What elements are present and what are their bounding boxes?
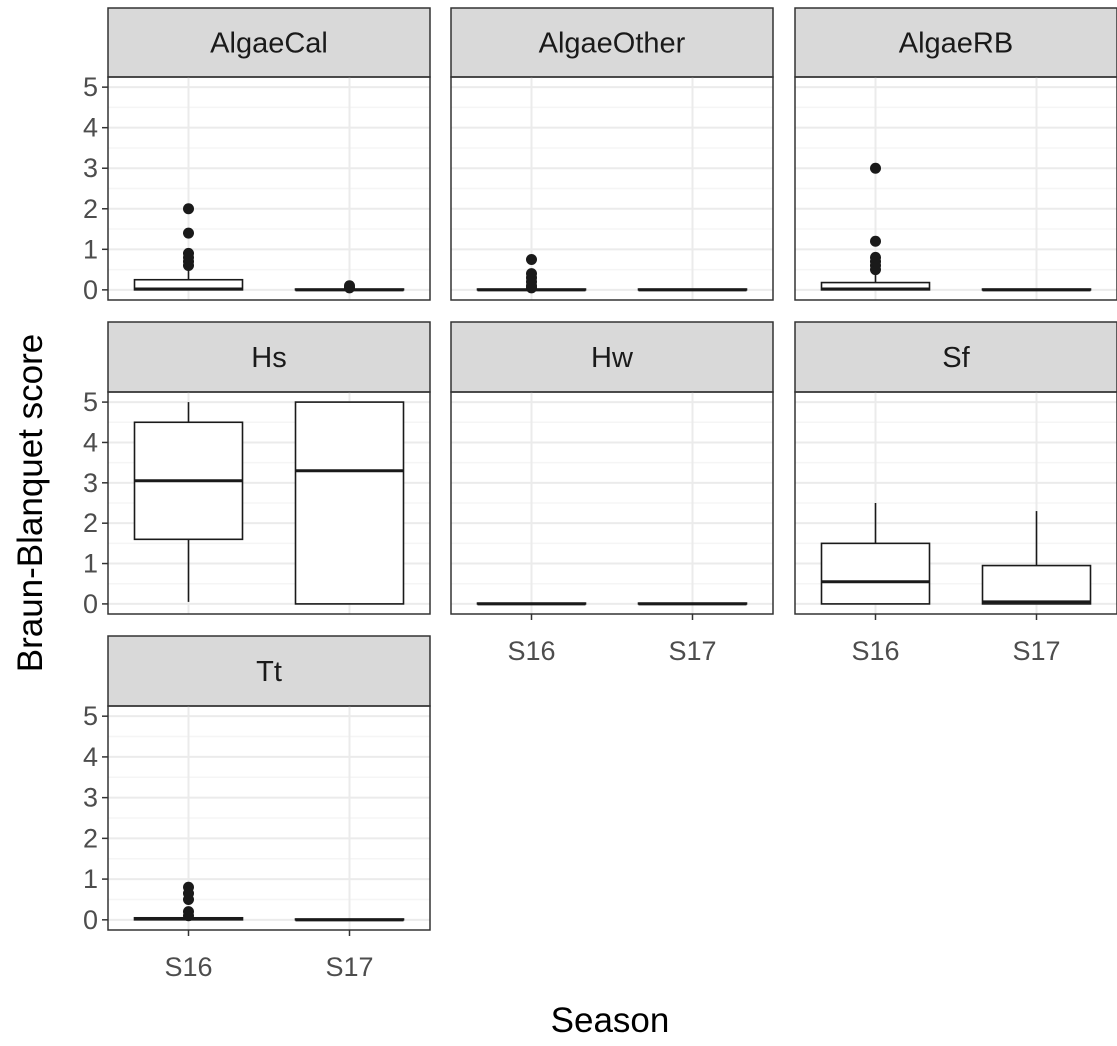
panel-border [794, 391, 1117, 615]
box-iqr [981, 564, 1092, 605]
y-tick-label: 0 [83, 905, 98, 935]
box-s17 [981, 288, 1092, 292]
facet-strip [450, 321, 774, 393]
facet-hw: Hw S16 S17 [450, 321, 774, 666]
box-s16 [820, 503, 931, 605]
y-tick-label: 5 [83, 701, 98, 731]
y-tick-label: 3 [83, 468, 98, 498]
box-s16 [133, 402, 244, 602]
panel-border [450, 391, 774, 615]
box-s16 [476, 602, 587, 606]
facet-algaeother: AlgaeOther [450, 7, 774, 301]
box-s17 [294, 280, 405, 294]
panel-border [107, 705, 431, 931]
y-tick-label: 5 [83, 387, 98, 417]
y-tick-label: 2 [83, 194, 98, 224]
x-tick-label: S17 [325, 952, 373, 982]
facet-strip-label: Hw [591, 342, 634, 374]
outlier-point [526, 268, 537, 280]
x-tick-label: S16 [507, 636, 555, 666]
box-s16 [476, 253, 587, 294]
facet-algaecal: AlgaeCal 0 1 2 3 4 5 [83, 7, 431, 305]
y-tick-label: 0 [83, 589, 98, 619]
facet-hs: Hs 0 1 2 3 4 5 [83, 321, 431, 619]
facet-strip [107, 635, 431, 707]
box-s17 [637, 602, 748, 606]
x-tick-label: S16 [164, 952, 212, 982]
box-s17 [294, 401, 405, 605]
y-tick-label: 4 [83, 427, 98, 457]
box-iqr [294, 401, 405, 605]
box-iqr [820, 542, 931, 605]
panel-border [450, 76, 774, 301]
facet-algaerb: AlgaeRB [794, 7, 1117, 301]
y-tick-label: 2 [83, 823, 98, 853]
outlier-point [183, 906, 194, 918]
y-tick-label: 4 [83, 742, 98, 772]
box-s17 [294, 918, 405, 922]
facet-sf: Sf S16 S17 [794, 321, 1117, 666]
box-s17 [637, 288, 748, 292]
facet-strip-label: Tt [256, 656, 282, 688]
outlier-point [183, 881, 194, 893]
facet-tt: Tt 0 1 2 3 4 5 S16 S17 [83, 635, 431, 982]
x-axis-title: Season [551, 1001, 670, 1040]
outlier-point [344, 280, 355, 292]
facet-strip [107, 7, 431, 78]
outlier-point [870, 235, 881, 247]
panel-border [107, 76, 431, 301]
y-tick-label: 3 [83, 153, 98, 183]
panel-border [107, 391, 431, 615]
outlier-point [870, 251, 881, 263]
facet-strip-label: AlgaeCal [210, 28, 328, 60]
box-s16 [133, 881, 244, 922]
facet-strip-label: Hs [251, 342, 286, 374]
facet-strip [794, 7, 1117, 78]
outlier-point [183, 227, 194, 239]
y-tick-label: 2 [83, 508, 98, 538]
y-tick-label: 0 [83, 275, 98, 305]
box-s17 [981, 511, 1092, 605]
facet-strip-label: Sf [942, 342, 970, 374]
y-tick-label: 3 [83, 783, 98, 813]
y-tick-label: 1 [83, 864, 98, 894]
facet-strip-label: AlgaeRB [899, 28, 1013, 60]
outlier-point [183, 203, 194, 215]
facet-strip [107, 321, 431, 393]
y-tick-label: 1 [83, 234, 98, 264]
box-s16 [133, 203, 244, 291]
x-tick-label: S17 [668, 636, 716, 666]
x-tick-label: S16 [851, 636, 899, 666]
x-tick-label: S17 [1012, 636, 1060, 666]
box-s16 [820, 162, 931, 291]
panel-border [794, 76, 1117, 301]
outlier-point [870, 162, 881, 174]
facet-strip [794, 321, 1117, 393]
y-tick-label: 4 [83, 113, 98, 143]
outlier-point [526, 253, 537, 265]
y-tick-label: 1 [83, 549, 98, 579]
facet-strip-label: AlgaeOther [539, 28, 686, 60]
outlier-point [183, 247, 194, 259]
y-axis-title: Braun-Blanquet score [11, 334, 50, 673]
facet-strip [450, 7, 774, 78]
y-tick-label: 5 [83, 72, 98, 102]
